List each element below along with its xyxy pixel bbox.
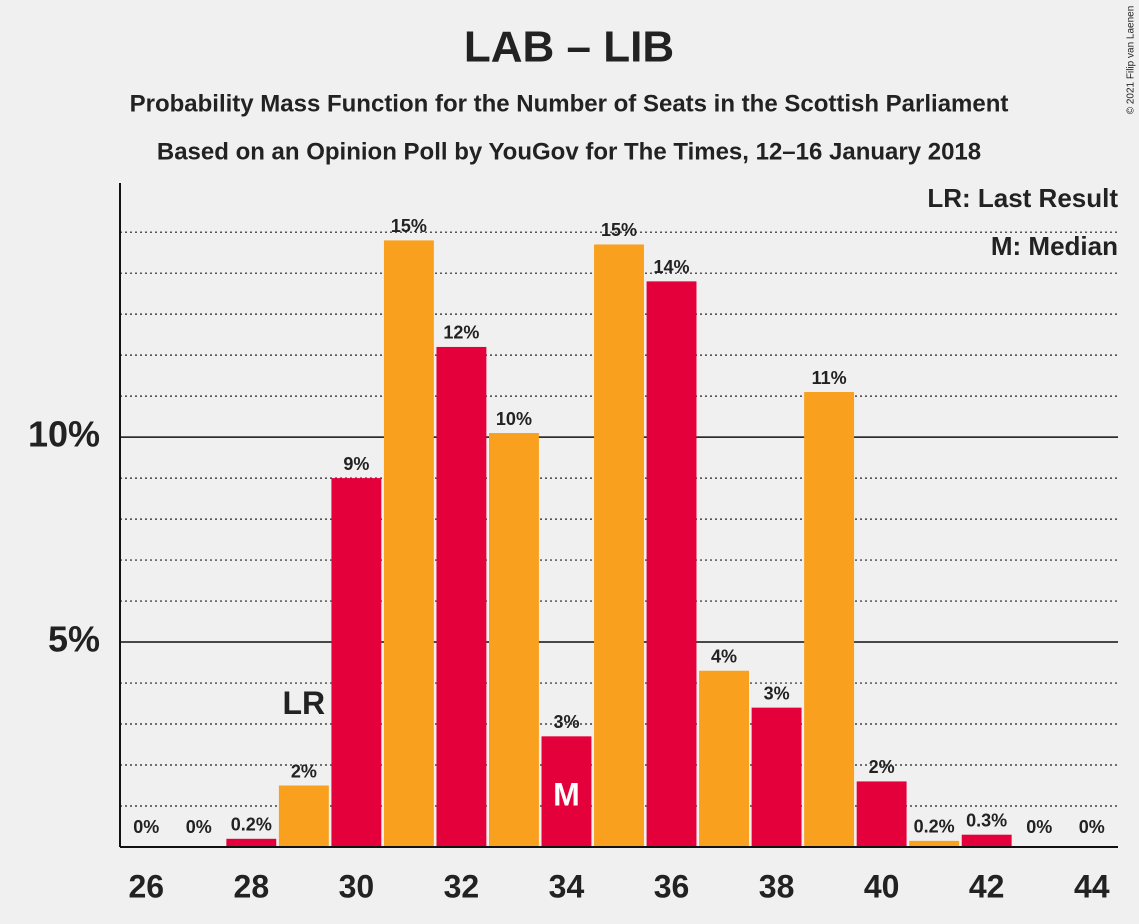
bar	[961, 834, 1012, 847]
last-result-label: LR	[283, 685, 326, 721]
subtitle: Based on an Opinion Poll by YouGov for T…	[157, 138, 981, 165]
subtitle: Probability Mass Function for the Number…	[130, 90, 1009, 117]
x-tick-label: 34	[549, 868, 585, 904]
y-tick-label: 10%	[28, 414, 100, 455]
legend-entry: M: Median	[991, 231, 1118, 261]
bar	[541, 736, 592, 847]
value-label: 4%	[711, 647, 737, 667]
x-tick-label: 30	[339, 868, 375, 904]
bar	[909, 840, 960, 847]
median-label: M	[553, 776, 580, 812]
x-tick-label: 44	[1074, 868, 1110, 904]
bar	[804, 392, 855, 847]
x-tick-label: 26	[128, 868, 164, 904]
bar	[646, 281, 697, 847]
x-tick-label: 36	[654, 868, 690, 904]
value-label: 0.2%	[914, 817, 955, 837]
value-label: 15%	[601, 220, 637, 240]
y-tick-label: 5%	[48, 619, 100, 660]
value-label: 9%	[343, 454, 369, 474]
value-label: 3%	[553, 712, 579, 732]
bar	[383, 240, 434, 848]
value-label: 3%	[764, 683, 790, 703]
credit: © 2021 Filip van Laenen	[1126, 6, 1137, 115]
value-label: 11%	[812, 368, 847, 388]
bar	[699, 670, 750, 847]
bar	[856, 781, 907, 847]
chart-title: LAB – LIB	[464, 23, 674, 72]
bar	[751, 707, 802, 847]
x-tick-label: 28	[234, 868, 270, 904]
value-label: 2%	[291, 761, 317, 781]
x-tick-label: 42	[969, 868, 1005, 904]
bar	[331, 478, 382, 847]
bar	[436, 346, 487, 847]
bar	[594, 244, 644, 848]
value-label: 0%	[1026, 817, 1052, 837]
value-label: 0.2%	[231, 815, 272, 835]
value-label: 12%	[443, 323, 479, 343]
x-tick-label: 38	[759, 868, 795, 904]
value-label: 14%	[654, 257, 690, 277]
bar	[488, 433, 539, 847]
bar	[278, 785, 329, 847]
value-label: 0%	[186, 817, 212, 837]
value-label: 10%	[496, 409, 532, 429]
value-label: 0.3%	[966, 810, 1007, 830]
value-label: 2%	[869, 757, 895, 777]
value-label: 0%	[1079, 817, 1105, 837]
x-tick-label: 40	[864, 868, 900, 904]
legend-entry: LR: Last Result	[927, 183, 1118, 213]
x-tick-label: 32	[444, 868, 480, 904]
bar	[226, 838, 277, 847]
value-label: 15%	[391, 216, 427, 236]
value-label: 0%	[133, 817, 159, 837]
